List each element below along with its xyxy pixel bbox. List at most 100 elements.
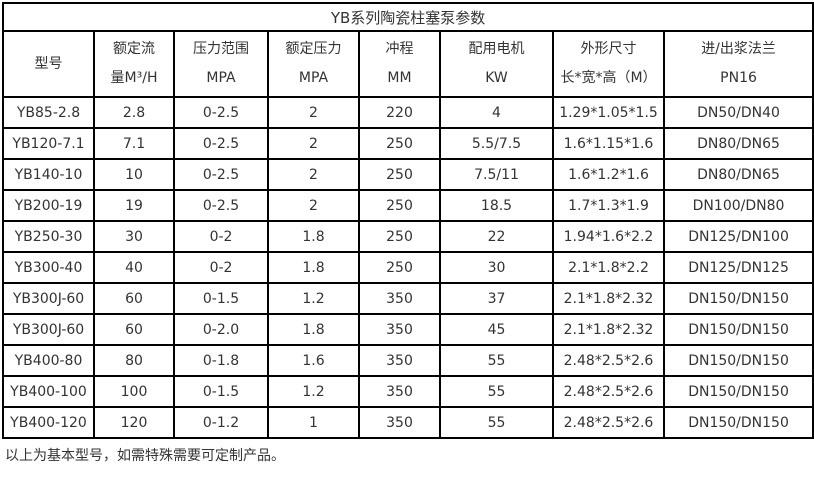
table-cell: 0-2.5	[173, 96, 269, 129]
table-cell: 1.2	[267, 375, 360, 408]
table-row: YB400-120 120 0-1.2 1 350 55 2.48*2.5*2.6 DN150…	[2, 406, 814, 439]
table-cell: 10	[93, 158, 175, 191]
table-cell: DN150/DN150	[662, 313, 814, 346]
table-cell: 2	[267, 158, 360, 191]
column-header-text: MPA	[206, 70, 236, 86]
column-header-text: MPA	[298, 70, 329, 86]
table-cell: 2	[267, 127, 360, 160]
table-cell: YB400-100	[2, 375, 95, 408]
table-cell: 60	[93, 282, 175, 315]
column-header-text: 长*宽*高（M）	[560, 70, 657, 86]
table-cell: 250	[358, 251, 441, 284]
table-cell: YB300J-60	[2, 282, 95, 315]
table-cell: 30	[93, 220, 175, 253]
pump-spec-table: YB系列陶瓷柱塞泵参数 型号 额定流 量M³/H 压力范围 MPA 额定压力 MPA 冲程 MM…	[1, 2, 814, 439]
table-cell: DN150/DN150	[662, 344, 814, 377]
table-cell: DN150/DN150	[662, 406, 814, 439]
column-header-text: MM	[387, 70, 412, 86]
table-cell: YB300J-60	[2, 313, 95, 346]
table-cell: DN125/DN125	[662, 251, 814, 284]
table-cell: 220	[358, 96, 441, 129]
column-header-text: 额定压力	[285, 41, 342, 57]
table-row: YB120-7.1 7.1 0-2.5 2 250 5.5/7.5 1.6*1.15*1.6…	[2, 127, 814, 160]
table-cell: 37	[439, 282, 554, 315]
table-row: YB400-80 80 0-1.8 1.6 350 55 2.48*2.5*2.6 DN150…	[2, 344, 814, 377]
table-cell: 5.5/7.5	[439, 127, 554, 160]
table-cell: 2.1*1.8*2.32	[552, 282, 665, 315]
table-cell: 350	[358, 375, 441, 408]
table-cell: 1.8	[267, 251, 360, 284]
table-cell: YB300-40	[2, 251, 95, 284]
table-cell: 1	[267, 406, 360, 439]
table-cell: 2	[267, 189, 360, 222]
table-cell: 7.5/11	[439, 158, 554, 191]
table-cell: 2.1*1.8*2.32	[552, 313, 665, 346]
table-cell: 1.6*1.2*1.6	[552, 158, 665, 191]
table-cell: 0-2	[173, 251, 269, 284]
table-cell: 250	[358, 220, 441, 253]
column-header-0: 型号	[2, 30, 95, 98]
table-cell: 18.5	[439, 189, 554, 222]
table-header-row: 型号 额定流 量M³/H 压力范围 MPA 额定压力 MPA 冲程 MM 配用电机 KW 外形尺寸长*…	[2, 30, 814, 98]
column-header-text: 外形尺寸	[580, 41, 637, 57]
column-header-text: 配用电机	[468, 41, 525, 57]
table-cell: 350	[358, 313, 441, 346]
column-header-text: 冲程	[385, 41, 414, 57]
column-header-7: 进/出浆法兰 PN16	[662, 30, 814, 98]
table-cell: DN125/DN100	[662, 220, 814, 253]
table-cell: YB200-19	[2, 189, 95, 222]
table-row: YB250-30 30 0-2 1.8 250 22 1.94*1.6*2.2 DN125/D…	[2, 220, 814, 253]
table-row: YB85-2.8 2.8 0-2.5 2 220 4 1.29*1.05*1.5 DN50/D…	[2, 96, 814, 129]
table-cell: DN50/DN40	[662, 96, 814, 129]
table-cell: 0-2.5	[173, 158, 269, 191]
table-row: YB300-40 40 0-2 1.8 250 30 2.1*1.8*2.2 DN125/DN…	[2, 251, 814, 284]
table-cell: 350	[358, 406, 441, 439]
column-header-3: 额定压力 MPA	[267, 30, 360, 98]
table-cell: 100	[93, 375, 175, 408]
table-cell: 55	[439, 344, 554, 377]
table-row: YB400-100 100 0-1.5 1.2 350 55 2.48*2.5*2.6 DN1…	[2, 375, 814, 408]
table-cell: YB85-2.8	[2, 96, 95, 129]
table-row: YB140-10 10 0-2.5 2 250 7.5/11 1.6*1.2*1.6 DN80…	[2, 158, 814, 191]
table-cell: 0-2.0	[173, 313, 269, 346]
table-row: YB200-19 19 0-2.5 2 250 18.5 1.7*1.3*1.9 DN100/…	[2, 189, 814, 222]
table-cell: 30	[439, 251, 554, 284]
table-cell: 1.6*1.15*1.6	[552, 127, 665, 160]
table-cell: 2.8	[93, 96, 175, 129]
column-header-1: 额定流 量M³/H	[93, 30, 175, 98]
table-cell: 0-1.8	[173, 344, 269, 377]
column-header-text: 量M³/H	[110, 70, 158, 86]
table-cell: 55	[439, 406, 554, 439]
table-cell: 1.6	[267, 344, 360, 377]
column-header-text: 压力范围	[193, 41, 249, 57]
table-cell: DN80/DN65	[662, 158, 814, 191]
table-cell: YB400-80	[2, 344, 95, 377]
column-header-text: 型号	[34, 55, 63, 72]
table-cell: 1.7*1.3*1.9	[552, 189, 665, 222]
table-cell: 1.2	[267, 282, 360, 315]
table-body: YB85-2.8 2.8 0-2.5 2 220 4 1.29*1.05*1.5 DN50/D…	[2, 96, 814, 439]
table-cell: 0-2	[173, 220, 269, 253]
table-cell: YB250-30	[2, 220, 95, 253]
table-cell: YB140-10	[2, 158, 95, 191]
table-cell: 250	[358, 189, 441, 222]
table-cell: 1.29*1.05*1.5	[552, 96, 665, 129]
column-header-4: 冲程 MM	[358, 30, 441, 98]
column-header-5: 配用电机 KW	[439, 30, 554, 98]
table-cell: 80	[93, 344, 175, 377]
table-cell: 40	[93, 251, 175, 284]
column-header-6: 外形尺寸长*宽*高（M）	[552, 30, 665, 98]
table-cell: 55	[439, 375, 554, 408]
table-cell: 22	[439, 220, 554, 253]
column-header-text: KW	[485, 70, 508, 86]
table-cell: 250	[358, 127, 441, 160]
table-cell: 350	[358, 344, 441, 377]
table-cell: 2.1*1.8*2.2	[552, 251, 665, 284]
table-cell: DN100/DN80	[662, 189, 814, 222]
table-cell: 7.1	[93, 127, 175, 160]
table-cell: 0-1.5	[173, 375, 269, 408]
table-title: YB系列陶瓷柱塞泵参数	[1, 2, 814, 32]
table-cell: 1.8	[267, 220, 360, 253]
table-cell: 0-2.5	[173, 189, 269, 222]
